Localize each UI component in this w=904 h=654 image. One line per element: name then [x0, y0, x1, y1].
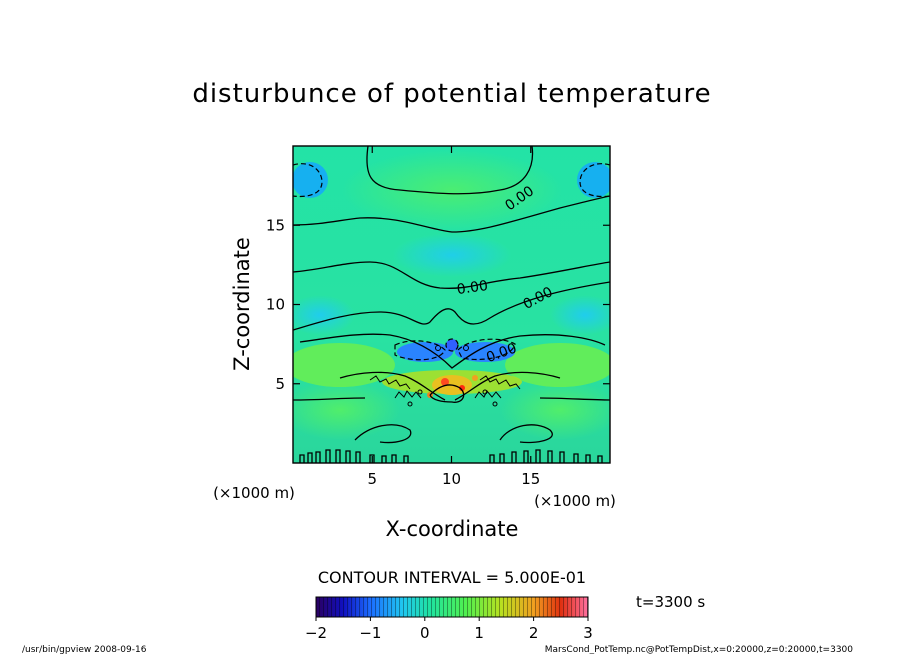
max-cell-1 [441, 378, 449, 386]
contour-left-lower [293, 397, 366, 401]
x-tick-label-15: 15 [521, 470, 540, 488]
x-tick-label-5: 5 [367, 470, 377, 488]
contour-mid-upper [293, 261, 610, 289]
contour-right-lower [539, 397, 610, 401]
small-cell-6 [492, 401, 498, 407]
upper-negative-region [392, 233, 512, 277]
max-cell-2 [459, 385, 465, 391]
x-axis-label: X-coordinate [386, 517, 519, 541]
turbulence-left-1 [369, 375, 411, 390]
x-tick-label-10: 10 [442, 470, 461, 488]
contour-bottom-left-lobe [354, 424, 412, 444]
lower-right-positive-region [500, 380, 610, 440]
chart-title: disturbunce of potential temperature [192, 79, 711, 109]
turbulent-contours [369, 345, 521, 407]
colorbar-tick-label-3: 1 [474, 624, 484, 642]
small-cell-2 [463, 345, 469, 351]
contour-interval: CONTOUR INTERVAL = 5.000E-01 [318, 568, 586, 587]
max-cell-4 [472, 375, 478, 381]
footer-left: /usr/bin/gpview 2008-09-16 [22, 645, 147, 654]
small-cell-5 [407, 401, 413, 407]
contour-label-2: 0.00 [456, 278, 489, 298]
colorbar-tick-label-0: −2 [305, 624, 327, 642]
colorbar-tick-label-4: 2 [529, 624, 539, 642]
top-left-negative-cell [293, 162, 328, 198]
colorbar-ticks: −2 −1 0 1 2 3 [305, 617, 593, 642]
turbulence-left-2 [394, 390, 422, 399]
top-right-negative-cell [577, 162, 610, 198]
neg-contour-center-right [457, 338, 516, 361]
neg-contour-top-right [579, 163, 610, 198]
neg-contour-center-left [394, 340, 446, 361]
contour-mid [293, 281, 610, 331]
x-unit-left: (×1000 m) [213, 484, 295, 502]
y-tick-label-10: 10 [266, 296, 285, 314]
contour-inner-left [339, 371, 446, 401]
lower-left-positive-region [293, 380, 400, 440]
negative-contours [293, 163, 610, 361]
contour-bottom-squiggles-left [299, 449, 409, 463]
plot-area [293, 146, 610, 463]
neg-contour-center-core [445, 338, 459, 352]
right-wing-positive [505, 343, 610, 387]
y-axis: 5 10 15 [266, 216, 610, 393]
central-negative-core [446, 339, 458, 351]
contour-lines [293, 146, 610, 463]
small-cell-1 [435, 345, 441, 351]
small-cell-3 [417, 389, 423, 395]
x-unit-right: (×1000 m) [534, 492, 616, 510]
contour-top [366, 146, 534, 195]
colorbar: −2 −1 0 1 2 3 [305, 596, 593, 642]
small-cell-4 [482, 389, 488, 395]
y-tick-label-5: 5 [275, 375, 285, 393]
time-label: t=3300 s [636, 593, 705, 611]
colorbar-stripes [316, 597, 588, 617]
colorbar-tick-label-1: −1 [359, 624, 381, 642]
colorbar-tick-label-2: 0 [420, 624, 430, 642]
colorbar-frame [315, 596, 589, 618]
contour-upper [293, 195, 610, 233]
left-wing-positive [293, 343, 395, 387]
contour-lower-mid [299, 333, 606, 369]
right-negative-region [550, 295, 610, 335]
contour-core [429, 384, 465, 403]
upper-positive-region [342, 150, 562, 230]
y-axis-label: Z-coordinate [230, 237, 254, 371]
turbulence-right-1 [479, 375, 521, 390]
contour-bottom-squiggles-right [489, 449, 603, 463]
contour-bottom-right-lobe [499, 424, 553, 444]
contour-inner-right [454, 371, 561, 401]
colorbar-tick-label-5: 3 [583, 624, 593, 642]
x-axis: 5 10 15 [367, 146, 540, 488]
footer-right: MarsCond_PotTemp.nc@PotTempDist,x=0:2000… [545, 645, 854, 654]
y-tick-label-15: 15 [266, 216, 285, 234]
central-right-negative [455, 342, 515, 362]
